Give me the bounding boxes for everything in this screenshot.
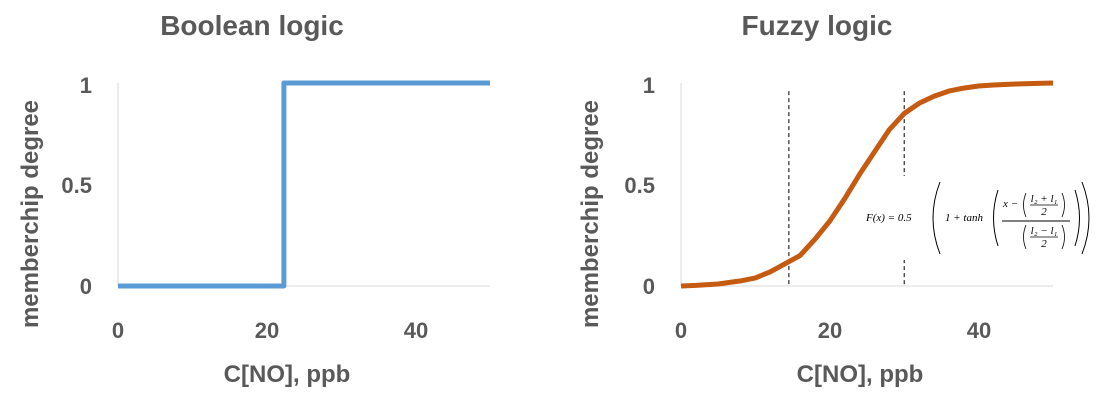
formula-inner-paren-right [1074,189,1080,247]
y-tick-label: 1 [80,73,92,98]
x-tick-label: 0 [675,318,687,343]
x-tick-label: 0 [112,318,124,343]
formula-two: 2 [1041,206,1047,218]
formula-outer-paren-left [932,181,941,255]
x-axis-label: C[NO], ppb [224,361,351,388]
formula-paren-small-right [1061,192,1065,218]
chart-boolean-logic: Boolean logic 0 0.5 1 0 20 40 C[NO], ppb… [17,10,490,388]
x-tick-label: 20 [255,318,279,343]
chart-title: Fuzzy logic [742,10,893,41]
y-axis-label: memberchip degree [577,100,604,328]
formula-outer-paren-right [1081,181,1090,255]
y-tick-label: 0 [80,274,92,299]
formula-paren-small-left [1023,192,1027,218]
y-tick-label: 0 [643,274,655,299]
formula-one-plus-tanh: 1 + tanh [945,212,983,224]
formula-paren-small-left [1023,224,1027,250]
y-tick-label: 0.5 [624,173,655,198]
chart-fuzzy-logic: Fuzzy logic 0 0.5 1 0 20 40 C[NO], ppb m… [577,10,1096,388]
series-group [118,80,490,289]
formula-x-minus: x − [1002,198,1018,210]
formula-annotation: F(x) = 0.5 1 + tanh x − l₂ + l₁ 2 l₂ − l… [864,176,1096,260]
formula-two: 2 [1041,238,1047,250]
x-axis-label: C[NO], ppb [797,361,924,388]
y-axis-label: memberchip degree [17,100,44,328]
x-tick-label: 20 [818,318,842,343]
x-tick-label: 40 [967,318,991,343]
formula-paren-small-right [1061,224,1065,250]
series-line [680,80,1054,289]
formula-background [864,176,1096,260]
series-group [680,80,1054,289]
formula-l2-plus-l1: l₂ + l₁ [1031,193,1058,205]
y-tick-label: 1 [643,73,655,98]
formula-lhs: F(x) = 0.5 [865,212,912,224]
x-tick-label: 40 [404,318,428,343]
formula-l2-minus-l1: l₂ − l₁ [1031,225,1058,237]
y-tick-label: 0.5 [61,173,92,198]
series-line [118,80,490,289]
chart-title: Boolean logic [160,10,344,41]
formula-inner-paren-left [993,189,999,247]
